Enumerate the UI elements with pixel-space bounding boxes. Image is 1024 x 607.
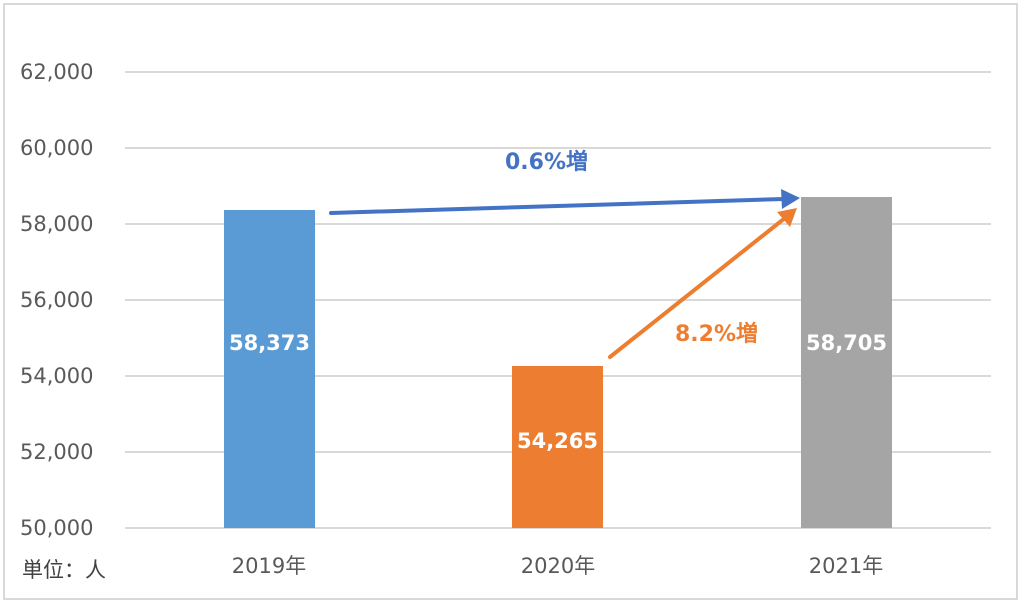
orange-arrow-icon [608, 208, 797, 359]
x-axis-line [125, 527, 991, 529]
x-tick-label: 2021年 [808, 554, 884, 578]
unit-label: 単位：人 [22, 558, 106, 582]
y-tick-label: 54,000 [20, 364, 94, 388]
annotation-blue: 0.6%増 [505, 150, 589, 175]
y-tick-label: 62,000 [20, 60, 94, 84]
y-tick-label: 50,000 [20, 516, 94, 540]
bar-value-label: 58,705 [805, 331, 888, 355]
x-tick-label: 2019年 [231, 554, 307, 578]
y-tick-label: 58,000 [20, 212, 94, 236]
gridline [125, 299, 991, 301]
bar-value-label: 54,265 [516, 429, 599, 453]
bar-2021: 58,705 [801, 197, 892, 528]
blue-arrow-icon [329, 189, 800, 215]
x-tick-label: 2020年 [520, 554, 596, 578]
gridline [125, 71, 991, 73]
bar-2020: 54,265 [512, 366, 603, 528]
bar-2019: 58,373 [224, 210, 315, 528]
bar-value-label: 58,373 [228, 331, 311, 355]
y-tick-label: 52,000 [20, 440, 94, 464]
y-tick-label: 56,000 [20, 288, 94, 312]
gridline [125, 223, 991, 225]
annotation-orange: 8.2%増 [675, 322, 759, 347]
y-tick-label: 60,000 [20, 136, 94, 160]
gridline [125, 147, 991, 149]
